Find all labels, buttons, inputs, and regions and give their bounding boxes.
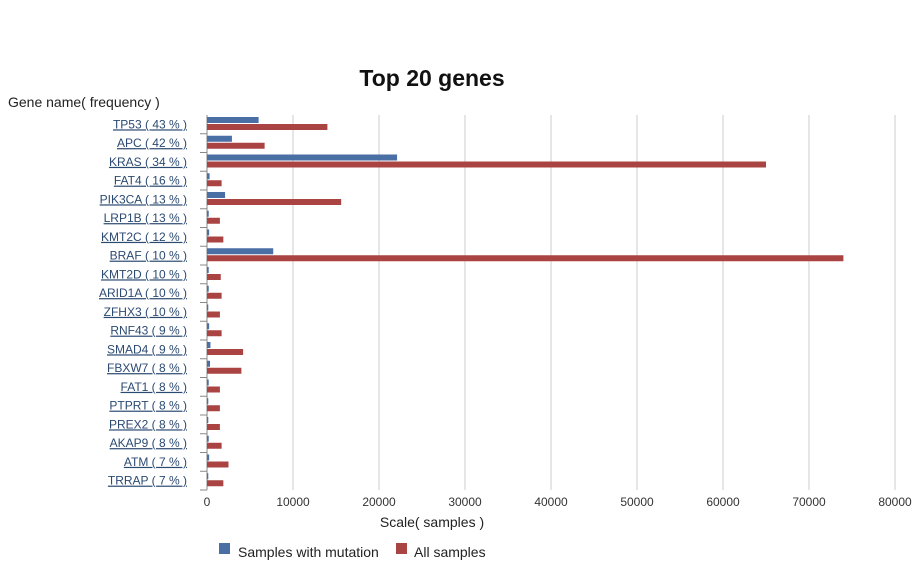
bar-all-samples — [207, 311, 220, 318]
bar-all-samples — [207, 274, 221, 280]
gene-label[interactable]: RNF43 ( 9 % ) — [110, 324, 187, 338]
bar-mutation — [207, 342, 211, 348]
bar-all-samples — [207, 330, 222, 337]
bar-mutation — [207, 454, 210, 461]
legend: Samples with mutation All samples — [219, 543, 486, 560]
gene-label[interactable]: KMT2D ( 10 % ) — [101, 267, 187, 281]
legend-label-all: All samples — [414, 544, 486, 560]
gene-label[interactable]: AKAP9 ( 8 % ) — [110, 436, 187, 450]
bar-mutation — [207, 135, 232, 142]
x-tick-label: 30000 — [448, 495, 482, 509]
bar-mutation — [207, 210, 209, 217]
x-tick-label: 0 — [204, 495, 211, 509]
bar-mutation — [207, 285, 209, 292]
gene-label[interactable]: ZFHX3 ( 10 % ) — [104, 305, 187, 319]
legend-swatch-all — [396, 543, 407, 554]
gene-label[interactable]: ARID1A ( 10 % ) — [99, 286, 187, 300]
bar-mutation — [207, 117, 259, 123]
bar-mutation — [207, 417, 209, 423]
legend-swatch-mutation — [219, 543, 230, 554]
gene-label[interactable]: PIK3CA ( 13 % ) — [100, 192, 187, 206]
bar-mutation — [207, 323, 210, 330]
x-tick-label: 40000 — [534, 495, 568, 509]
bars — [207, 117, 844, 487]
bar-mutation — [207, 379, 209, 386]
bar-mutation — [207, 360, 211, 367]
bar-all-samples — [207, 349, 244, 355]
gridlines — [206, 115, 896, 490]
bar-all-samples — [207, 442, 222, 449]
bar-all-samples — [207, 161, 766, 168]
bar-all-samples — [207, 142, 265, 149]
bar-all-samples — [207, 386, 220, 393]
gene-label[interactable]: LRP1B ( 13 % ) — [104, 211, 187, 225]
bar-mutation — [207, 154, 398, 161]
y-axis-label: Gene name( frequency ) — [8, 94, 160, 110]
bar-all-samples — [207, 424, 220, 430]
bar-all-samples — [207, 199, 342, 205]
x-tick-label: 70000 — [792, 495, 826, 509]
gene-label[interactable]: APC ( 42 % ) — [117, 136, 187, 150]
bar-mutation — [207, 173, 210, 180]
x-tick-labels: 0 10000 20000 30000 40000 50000 60000 70000 8000… — [204, 495, 912, 509]
bar-all-samples — [207, 180, 222, 187]
bar-mutation — [207, 267, 209, 273]
x-tick-label: 10000 — [276, 495, 310, 509]
x-tick-label: 50000 — [620, 495, 654, 509]
bar-mutation — [207, 304, 209, 311]
gene-labels[interactable]: TP53 ( 43 % ) APC ( 42 % ) KRAS ( 34 % ) FA… — [99, 117, 207, 491]
bar-all-samples — [207, 461, 229, 468]
legend-label-mutation: Samples with mutation — [238, 544, 379, 560]
gene-label[interactable]: ATM ( 7 % ) — [124, 455, 187, 469]
x-tick-label: 20000 — [362, 495, 396, 509]
gene-label[interactable]: KRAS ( 34 % ) — [109, 155, 187, 169]
gene-label[interactable]: PREX2 ( 8 % ) — [109, 417, 187, 431]
bar-mutation — [207, 192, 226, 198]
bar-all-samples — [207, 292, 222, 299]
gene-label[interactable]: FAT1 ( 8 % ) — [121, 380, 187, 394]
bar-all-samples — [207, 255, 844, 262]
bar-mutation — [207, 435, 209, 442]
gene-label[interactable]: FBXW7 ( 8 % ) — [107, 361, 187, 375]
x-axis-label: Scale( samples ) — [380, 514, 484, 530]
gene-label[interactable]: KMT2C ( 12 % ) — [101, 230, 187, 244]
bar-all-samples — [207, 480, 224, 487]
bar-all-samples — [207, 217, 220, 224]
gene-label[interactable]: SMAD4 ( 9 % ) — [107, 342, 187, 356]
gene-label[interactable]: PTPRT ( 8 % ) — [109, 399, 187, 413]
gene-label[interactable]: FAT4 ( 16 % ) — [114, 174, 187, 188]
gene-label[interactable]: TRRAP ( 7 % ) — [108, 474, 187, 488]
bar-mutation — [207, 229, 210, 236]
bar-all-samples — [207, 124, 328, 130]
x-tick-label: 80000 — [878, 495, 912, 509]
x-tick-label: 60000 — [706, 495, 740, 509]
gene-label[interactable]: TP53 ( 43 % ) — [113, 117, 187, 131]
gene-label[interactable]: BRAF ( 10 % ) — [110, 249, 187, 263]
bar-all-samples — [207, 405, 220, 412]
bar-mutation — [207, 248, 274, 255]
bar-all-samples — [207, 236, 224, 243]
bar-all-samples — [207, 367, 242, 374]
chart-title: Top 20 genes — [359, 65, 504, 91]
bar-mutation — [207, 398, 209, 405]
bar-mutation — [207, 473, 209, 480]
